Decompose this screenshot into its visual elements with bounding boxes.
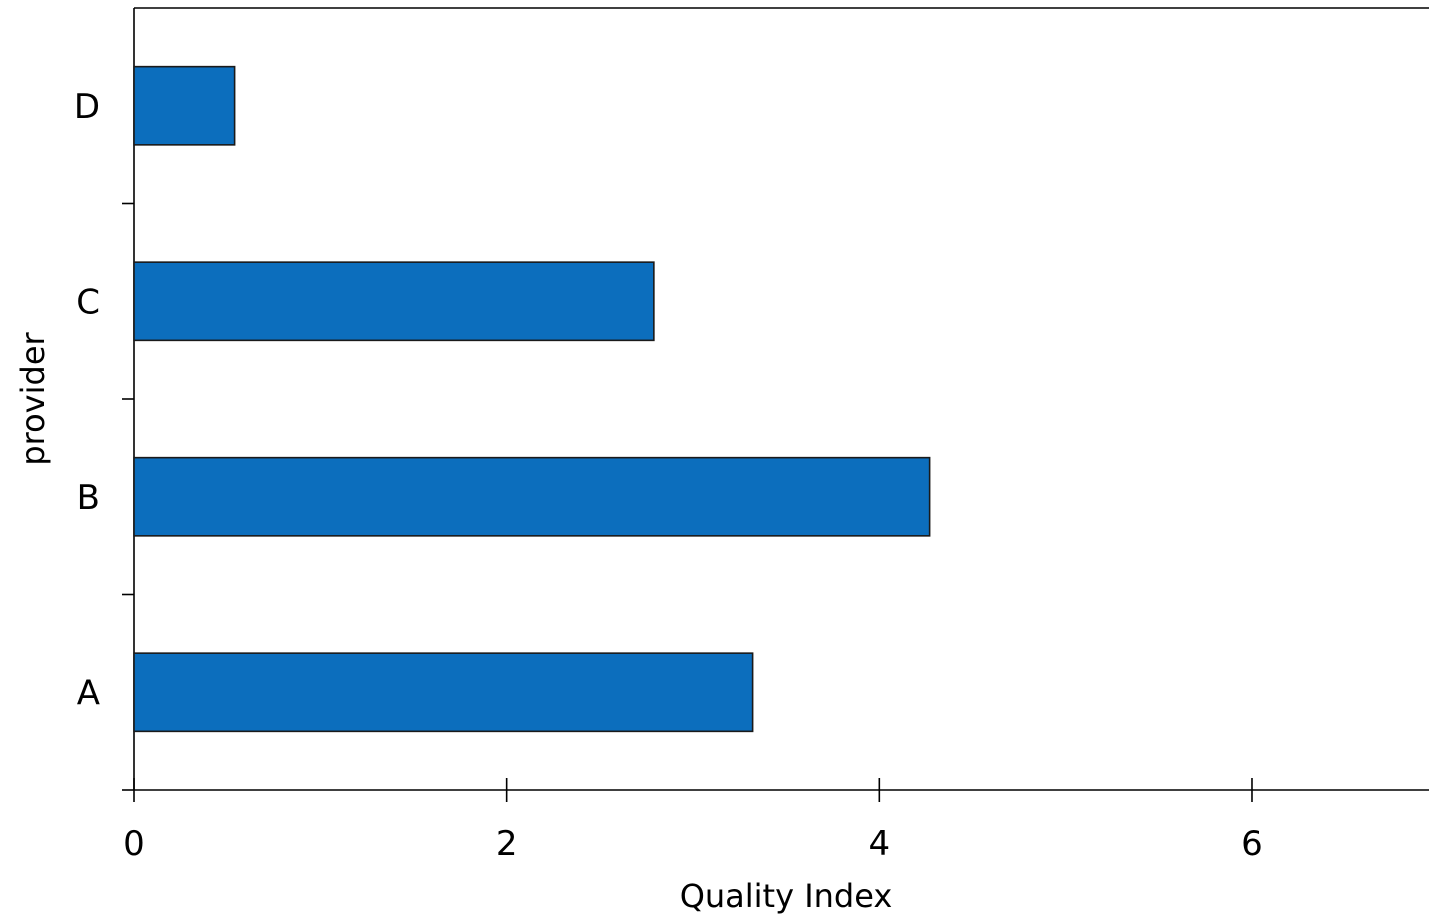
y-tick-label-c: C (76, 282, 100, 322)
x-tick-label: 4 (869, 824, 891, 864)
x-tick-label: 2 (496, 824, 518, 864)
y-tick-label-b: B (77, 478, 100, 518)
bar-c (133, 261, 655, 342)
bars-group (133, 65, 931, 733)
bar-b (133, 456, 931, 537)
y-tick-label-d: D (74, 87, 100, 127)
y-tick-label-a: A (77, 673, 100, 713)
y-axis-title: provider (14, 331, 52, 465)
bar-d (133, 65, 236, 146)
x-tick-label: 0 (123, 824, 145, 864)
bar-a (133, 652, 754, 733)
x-ticks-group: 0 2 4 6 (123, 778, 1263, 864)
x-axis-title: Quality Index (680, 877, 893, 915)
y-ticks-group: A B C D (74, 87, 134, 791)
x-tick-label: 6 (1241, 824, 1263, 864)
plot-area: A B C D 0 2 4 6 (74, 7, 1429, 864)
